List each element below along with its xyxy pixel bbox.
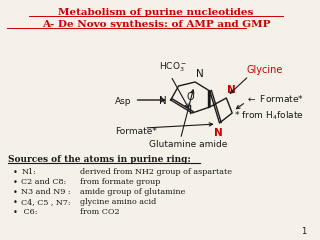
- Text: N3 and N9 :: N3 and N9 :: [21, 188, 71, 196]
- Text: •: •: [13, 208, 18, 217]
- Text: amide group of glutamine: amide group of glutamine: [80, 188, 185, 196]
- Text: HCO$_3^-$: HCO$_3^-$: [159, 60, 187, 74]
- Text: Glutamine amide: Glutamine amide: [149, 140, 228, 149]
- Text: •: •: [13, 188, 18, 197]
- Text: N: N: [227, 85, 236, 95]
- Text: •: •: [13, 168, 18, 177]
- Text: $\leftarrow$ Formate*: $\leftarrow$ Formate*: [246, 94, 304, 104]
- Text: Asp: Asp: [115, 96, 132, 106]
- Text: Sources of the atoms in purine ring:: Sources of the atoms in purine ring:: [8, 155, 191, 164]
- Text: O: O: [187, 92, 194, 102]
- Text: N: N: [159, 96, 167, 106]
- Text: N: N: [196, 69, 204, 79]
- Text: Metabolism of purine nucleotides: Metabolism of purine nucleotides: [59, 8, 254, 17]
- Text: C4, C5 , N7:: C4, C5 , N7:: [21, 198, 71, 206]
- Text: Formate*: Formate*: [115, 126, 157, 136]
- Text: C2 and C8:: C2 and C8:: [21, 178, 67, 186]
- Text: Glycine: Glycine: [247, 65, 283, 75]
- Text: N1:: N1:: [21, 168, 36, 176]
- Text: C6:: C6:: [21, 208, 38, 216]
- Text: * from H$_4$folate: * from H$_4$folate: [234, 110, 304, 122]
- Text: from formate group: from formate group: [80, 178, 160, 186]
- Text: N: N: [214, 128, 223, 138]
- Text: A- De Novo synthesis: of AMP and GMP: A- De Novo synthesis: of AMP and GMP: [42, 20, 270, 29]
- Text: •: •: [13, 178, 18, 187]
- Text: from CO2: from CO2: [80, 208, 120, 216]
- Text: •: •: [13, 198, 18, 207]
- Text: glycine amino acid: glycine amino acid: [80, 198, 156, 206]
- Text: derived from NH2 group of aspartate: derived from NH2 group of aspartate: [80, 168, 232, 176]
- Text: 1: 1: [301, 227, 306, 236]
